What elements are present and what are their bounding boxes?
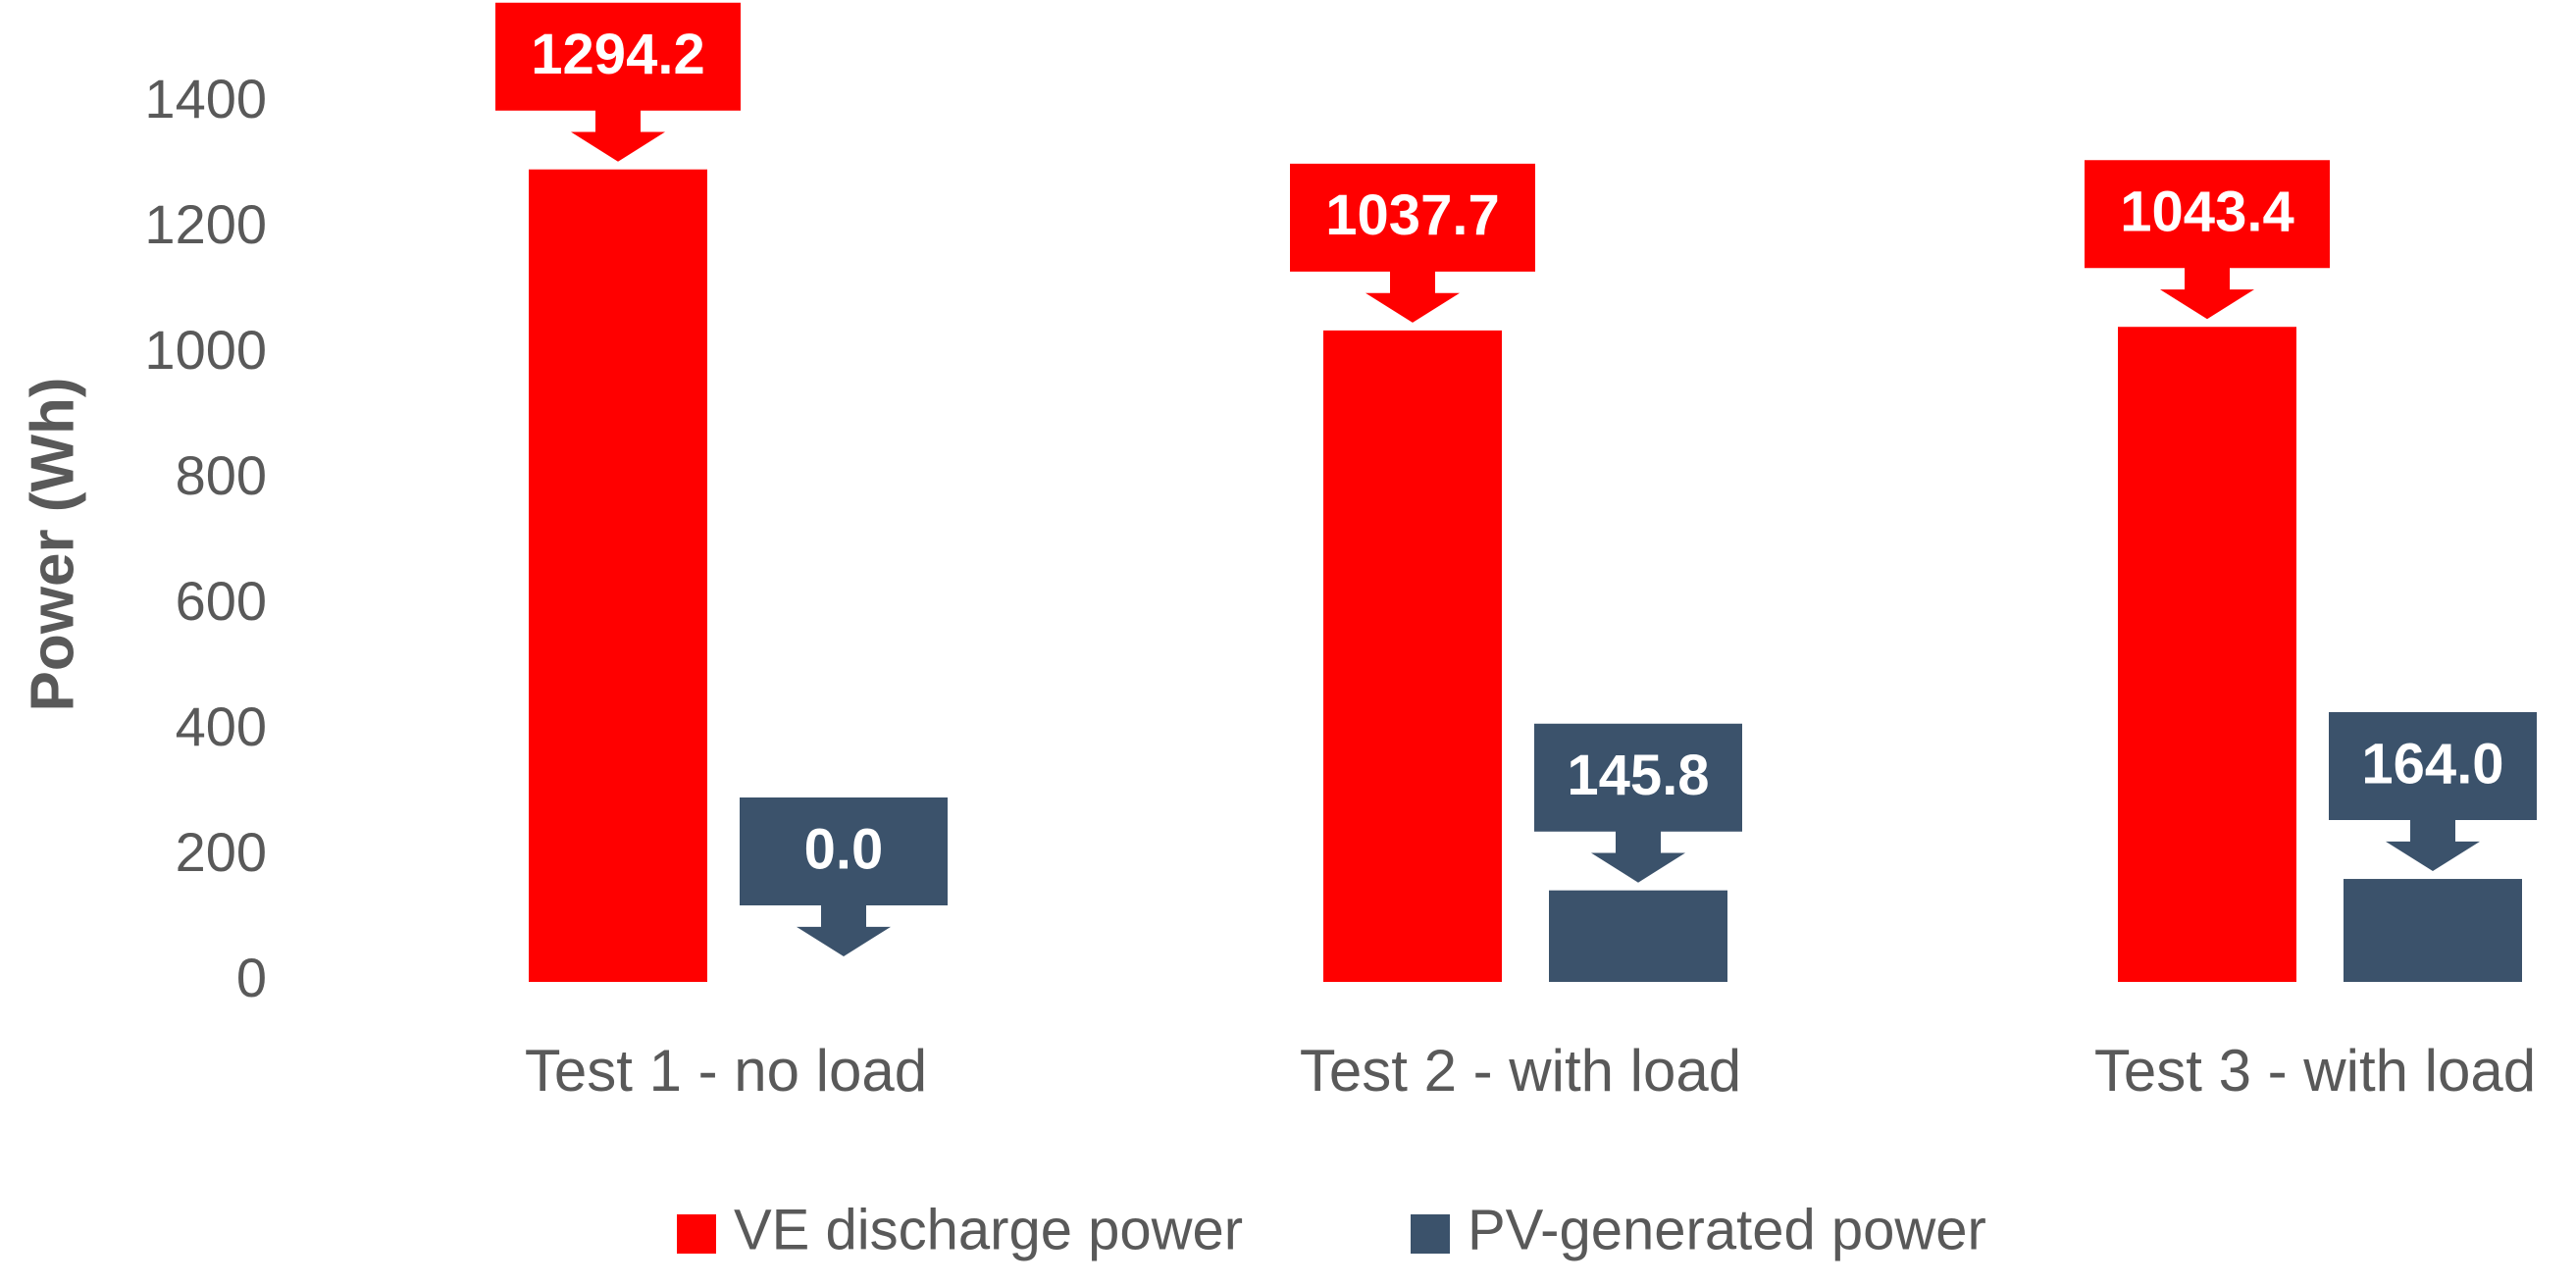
y-tick-label: 0 <box>236 947 267 1008</box>
x-axis-category-labels: Test 1 - no load Test 2 - with load Test 3… <box>525 1038 2536 1104</box>
data-label: 1037.7 <box>1325 183 1499 247</box>
data-label: 0.0 <box>804 817 884 881</box>
bar <box>2344 879 2522 982</box>
bar <box>2118 327 2296 982</box>
data-labels: 1294.2 0.0 1037.7 145.8 1043.4 164.0 <box>495 2 2537 956</box>
data-label-callout: 164.0 <box>2329 712 2537 872</box>
data-label-callout: 1294.2 <box>495 2 741 162</box>
legend-swatch <box>677 1214 716 1254</box>
callout-shape <box>1534 723 1742 883</box>
legend: VE discharge power PV-generated power <box>677 1198 1986 1261</box>
data-label: 1294.2 <box>531 23 704 86</box>
data-label-callout: 1037.7 <box>1290 163 1535 323</box>
y-tick-label: 1400 <box>144 68 267 129</box>
bars <box>529 169 2522 982</box>
y-tick-label: 1000 <box>144 319 267 381</box>
y-tick-label: 1200 <box>144 193 267 255</box>
callout-shape <box>1290 163 1535 323</box>
legend-swatch <box>1411 1214 1450 1254</box>
legend-item: PV-generated power <box>1411 1198 1986 1261</box>
x-category-label: Test 3 - with load <box>2094 1038 2536 1104</box>
bar <box>529 169 707 982</box>
data-label: 145.8 <box>1567 744 1709 807</box>
bar <box>1323 330 1502 982</box>
x-category-label: Test 1 - no load <box>525 1038 927 1104</box>
y-tick-label: 200 <box>176 821 267 883</box>
data-label-callout: 0.0 <box>740 797 948 956</box>
legend-label: VE discharge power <box>734 1198 1243 1261</box>
callout-shape <box>2329 712 2537 872</box>
y-tick-label: 800 <box>176 444 267 506</box>
data-label-callout: 145.8 <box>1534 723 1742 883</box>
data-label: 1043.4 <box>2120 180 2293 244</box>
y-axis-ticks: 0 200 400 600 800 1000 1200 1400 <box>144 68 267 1008</box>
callout-shape <box>495 2 741 162</box>
callout-shape <box>740 797 948 956</box>
y-tick-label: 400 <box>176 695 267 757</box>
data-label: 164.0 <box>2361 732 2503 796</box>
legend-item: VE discharge power <box>677 1198 1243 1261</box>
data-label-callout: 1043.4 <box>2085 160 2330 320</box>
bar <box>1549 890 1727 982</box>
y-tick-label: 600 <box>176 570 267 632</box>
y-axis-title: Power (Wh) <box>19 378 86 712</box>
callout-shape <box>2085 160 2330 320</box>
x-category-label: Test 2 - with load <box>1300 1038 1741 1104</box>
legend-label: PV-generated power <box>1468 1198 1986 1261</box>
